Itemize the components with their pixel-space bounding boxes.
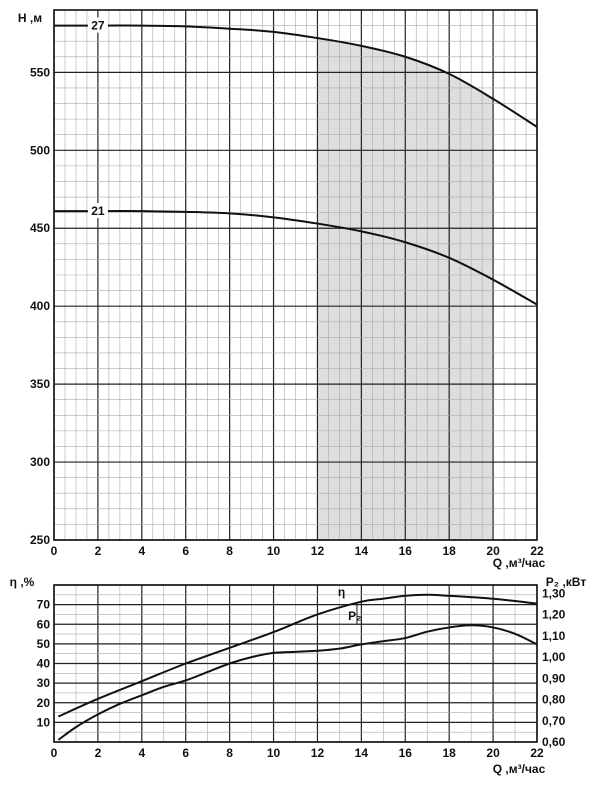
x-tick-label: 4 (138, 544, 145, 558)
power-curve (57, 624, 538, 741)
head-chart-labels: 0 2 4 6 8 10 12 14 16 18 20 22 250 300 350 400 450 500 550… (30, 17, 544, 558)
x-tick-label: 12 (311, 544, 325, 558)
curve-label-background (87, 203, 108, 219)
curve-label-27: 27 (91, 19, 105, 33)
x-tick-label: 18 (443, 544, 457, 558)
x-tick-label: 14 (355, 544, 369, 558)
head-chart-grid (53, 9, 538, 541)
efficiency-tick-label: 30 (37, 676, 51, 690)
x-tick-label: 22 (530, 746, 544, 760)
power-tick-label: 1,00 (542, 650, 566, 664)
efficiency-axis-label: η ,% (10, 575, 35, 589)
x-tick-label: 0 (51, 746, 58, 760)
efficiency-tick-label: 20 (37, 696, 51, 710)
power-tick-label: 0,60 (542, 735, 566, 749)
curve-label-background (87, 17, 108, 33)
x-tick-label: 8 (226, 746, 233, 760)
x-tick-label: 0 (51, 544, 58, 558)
efficiency-power-curves (57, 593, 538, 741)
head-curve-21 (54, 210, 538, 306)
head-chart-frame (53, 9, 538, 541)
x-tick-label: 20 (486, 746, 500, 760)
top-x-axis-label: Q ,м³/час (493, 556, 546, 570)
efficiency-tick-label: 50 (37, 637, 51, 651)
x-tick-label: 6 (182, 746, 189, 760)
y-tick-label: 550 (30, 65, 50, 79)
efficiency-tick-label: 70 (37, 598, 51, 612)
x-tick-label: 2 (95, 544, 102, 558)
x-tick-label: 20 (486, 544, 500, 558)
x-tick-label: 18 (443, 746, 457, 760)
x-tick-label: 2 (95, 746, 102, 760)
power-axis-label: P₂ ,кВт (546, 575, 587, 589)
x-tick-label: 22 (530, 544, 544, 558)
power-tick-label: 1,10 (542, 629, 566, 643)
efficiency-curve-label: η (338, 585, 345, 599)
efficiency-chart-frame (53, 584, 538, 743)
y-tick-label: 400 (30, 299, 50, 313)
efficiency-power-labels: 0 2 4 6 8 10 12 14 16 18 20 22 10 20 30 40 50 60 70 0,60 0,7… (37, 585, 566, 760)
x-tick-label: 12 (311, 746, 325, 760)
x-tick-label: 14 (355, 746, 369, 760)
head-curves (54, 24, 538, 306)
head-axis-label: H ,м (18, 11, 42, 25)
x-tick-label: 16 (399, 746, 413, 760)
power-tick-label: 1,20 (542, 608, 566, 622)
x-tick-label: 10 (267, 746, 281, 760)
efficiency-curve (57, 593, 538, 718)
power-curve-label: P₂ (348, 609, 361, 623)
power-tick-label: 1,30 (542, 586, 566, 600)
efficiency-power-chart-grid (53, 584, 538, 743)
y-tick-label: 500 (30, 143, 50, 157)
y-tick-label: 450 (30, 221, 50, 235)
efficiency-tick-label: 60 (37, 617, 51, 631)
y-tick-label: 300 (30, 455, 50, 469)
x-tick-label: 8 (226, 544, 233, 558)
curve-label-21: 21 (91, 204, 105, 218)
x-tick-label: 4 (138, 746, 145, 760)
efficiency-tick-label: 40 (37, 657, 51, 671)
x-tick-label: 6 (182, 544, 189, 558)
power-tick-label: 0,90 (542, 671, 566, 685)
power-tick-label: 0,80 (542, 693, 566, 707)
head-curve-27 (54, 24, 538, 128)
bottom-x-axis-label: Q ,м³/час (493, 762, 546, 776)
y-tick-label: 250 (30, 533, 50, 547)
power-tick-label: 0,70 (542, 714, 566, 728)
x-tick-label: 10 (267, 544, 281, 558)
x-tick-label: 16 (399, 544, 413, 558)
efficiency-tick-label: 10 (37, 715, 51, 729)
y-tick-label: 350 (30, 377, 50, 391)
